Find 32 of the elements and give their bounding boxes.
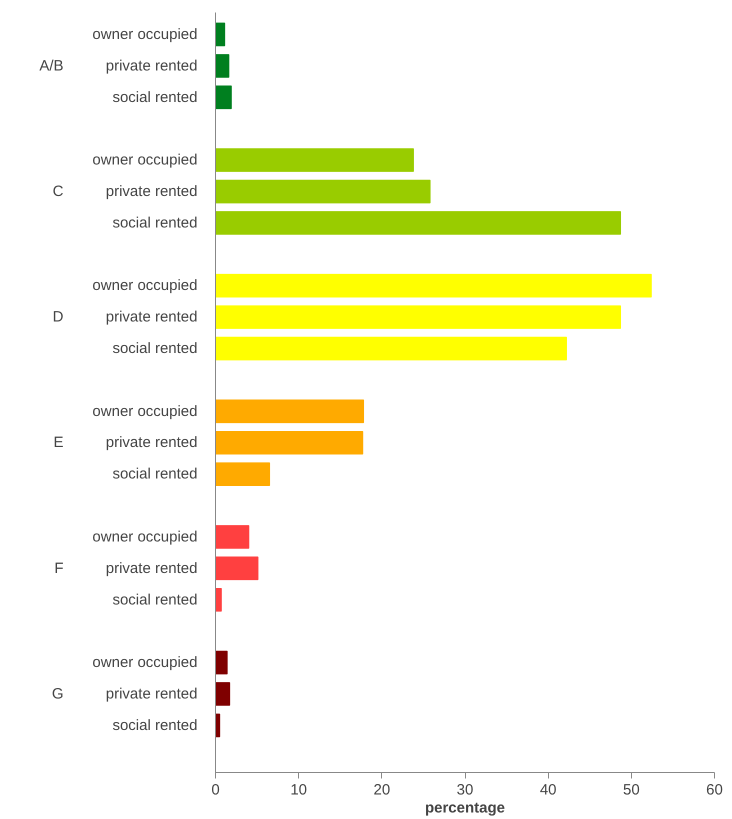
y-tick-label: social rented <box>112 716 198 734</box>
y-tick-label: private rented <box>106 183 198 200</box>
y-tick-label: private rented <box>106 57 198 74</box>
x-tick-label: 10 <box>290 782 308 798</box>
y-tick-label: private rented <box>106 560 198 577</box>
y-tick-label: private rented <box>106 308 198 326</box>
y-tick-label: owner occupied <box>92 402 198 420</box>
y-tick-label: owner occupied <box>92 528 198 546</box>
y-tick-label: social rented <box>112 591 198 608</box>
y-tick-label: social rented <box>112 88 198 106</box>
y-tick-label: social rented <box>112 340 198 358</box>
x-axis-title: percentage <box>424 800 506 816</box>
y-tick-label: owner occupied <box>92 152 198 169</box>
x-tick-label: 30 <box>456 782 474 798</box>
x-tick-label: 40 <box>540 782 557 798</box>
x-tick-label: 60 <box>706 782 723 798</box>
y-tick-label: owner occupied <box>92 26 198 43</box>
y-tick-label: owner occupied <box>92 277 198 294</box>
x-tick-label: 50 <box>622 782 640 798</box>
x-tick-label: 0 <box>211 782 220 798</box>
text: A/B <box>39 57 64 74</box>
x-tick-label: 20 <box>373 782 390 798</box>
y-tick-label: private rented <box>106 434 198 452</box>
text: G <box>52 685 64 702</box>
y-tick-label: social rented <box>112 466 198 483</box>
y-tick-label: private rented <box>106 685 198 702</box>
text: E <box>53 434 64 452</box>
text: C <box>52 183 64 200</box>
text: F <box>54 560 64 577</box>
y-tick-label: social rented <box>112 214 198 232</box>
y-tick-label: owner occupied <box>92 654 198 672</box>
text: D <box>52 308 64 326</box>
